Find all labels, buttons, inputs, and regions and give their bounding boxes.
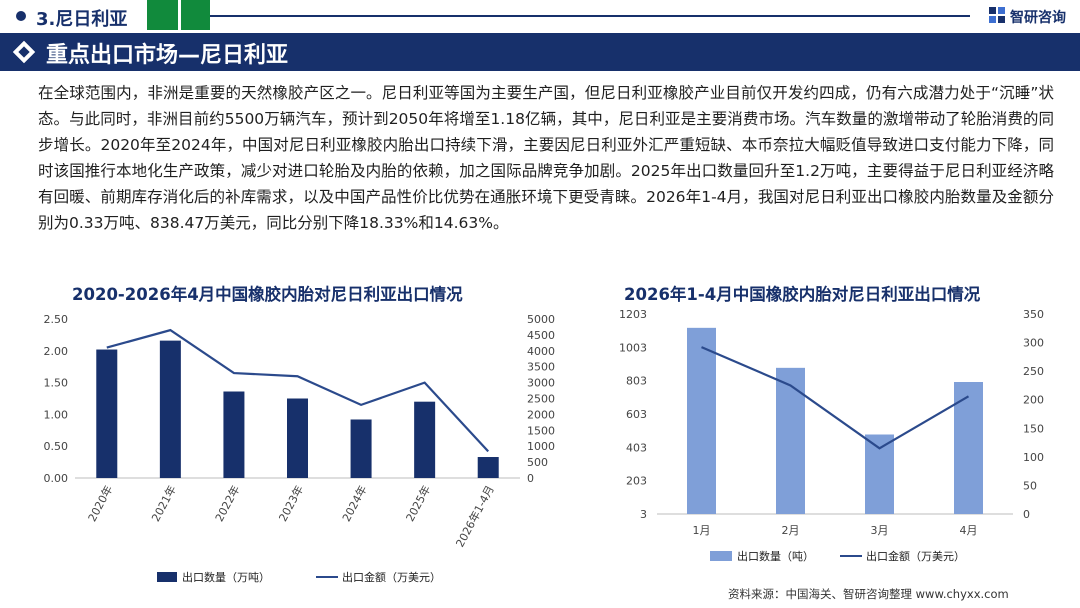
title-banner: 重点出口市场—尼日利亚 — [0, 33, 1080, 71]
chart1-bar — [96, 349, 118, 478]
chart2-x-tick: 2月 — [782, 524, 800, 537]
chart1-line-series — [106, 328, 490, 453]
chart1-x-tick: 2024年 — [339, 483, 370, 524]
chart1-x-tick: 2021年 — [148, 483, 179, 524]
chart2-y-left-tick: 403 — [626, 441, 647, 454]
chart1-y-right-tick: 4500 — [527, 329, 555, 342]
flag-stripe-right — [181, 0, 210, 30]
chart2-y-left-tick: 3 — [640, 508, 647, 521]
chart1-x-tick: 2023年 — [275, 483, 306, 524]
chart1-legend-bar-swatch — [157, 572, 177, 582]
chart2-y-right-tick: 50 — [1023, 479, 1037, 492]
chart2-y-right-tick: 350 — [1023, 308, 1044, 321]
chart1-y-left-tick: 0.50 — [44, 440, 69, 453]
chart1-y-right-tick: 500 — [527, 456, 548, 469]
chart1-legend-bar-label: 出口数量（万吨） — [182, 570, 270, 584]
chart1-title: 2020-2026年4月中国橡胶内胎对尼日利亚出口情况 — [72, 285, 463, 304]
chart2-bar — [954, 382, 983, 514]
chart1-y-right-tick: 4000 — [527, 345, 555, 358]
chart1-y-right-tick: 2000 — [527, 408, 555, 421]
chart2-x-tick: 4月 — [960, 524, 978, 537]
chart2-y-left-tick: 1003 — [619, 341, 647, 354]
chart1-y-right-tick: 1000 — [527, 440, 555, 453]
chart2-y-left-tick: 803 — [626, 375, 647, 388]
chart2-y-right-tick: 0 — [1023, 508, 1030, 521]
chart2-bar — [687, 327, 716, 514]
chart1-bar — [414, 401, 436, 478]
chart2-bar — [776, 367, 805, 514]
flag-stripe-left — [147, 0, 178, 30]
chart2-y-left-tick: 1203 — [619, 308, 647, 321]
chart1-y-left-tick: 0.00 — [44, 472, 69, 485]
chart2-y-left-tick: 603 — [626, 408, 647, 421]
body-paragraph: 在全球范围内，非洲是重要的天然橡胶产区之一。尼日利亚等国为主要生产国，但尼日利亚… — [38, 84, 1054, 232]
logo-text: 智研咨询 — [1010, 10, 1066, 26]
chart1-bar — [223, 391, 245, 478]
chart1-bar — [287, 398, 308, 478]
chart1: 0.00 0.50 1.00 1.50 2.00 2.50 0 500 1000 1500 2000… — [44, 313, 556, 584]
chart1-bar — [159, 340, 181, 478]
chart1-legend-line-label: 出口金额（万美元） — [342, 570, 441, 584]
chart2-y-left-tick: 203 — [626, 475, 647, 488]
chart1-y-left-tick: 2.00 — [44, 345, 69, 358]
chart2-y-right-tick: 250 — [1023, 365, 1044, 378]
chart2-y-right-tick: 100 — [1023, 451, 1044, 464]
chart1-y-left-tick: 1.50 — [44, 377, 69, 390]
chart1-x-tick: 2022年 — [212, 483, 243, 524]
chart2-x-tick: 1月 — [693, 524, 711, 537]
page-title: 重点出口市场—尼日利亚 — [46, 43, 289, 68]
chart1-y-right-tick: 3500 — [527, 361, 555, 374]
chart1-bar — [350, 419, 372, 478]
chart1-y-right-tick: 5000 — [527, 313, 555, 326]
source-note: 资料来源：中国海关、智研咨询整理 www.chyxx.com — [728, 587, 1009, 601]
chart1-x-tick: 2026年1-4月 — [453, 483, 497, 550]
chart1-y-left-tick: 2.50 — [44, 313, 69, 326]
bullet-icon — [16, 11, 26, 21]
chart1-x-tick: 2025年 — [403, 483, 434, 524]
chart1-y-right-tick: 2500 — [527, 393, 555, 406]
logo-icon — [989, 7, 1005, 23]
chart2-y-right-tick: 150 — [1023, 422, 1044, 435]
chart2-legend-bar-label: 出口数量（吨） — [737, 549, 814, 563]
chart2-y-right-tick: 300 — [1023, 337, 1044, 350]
chart2-y-right-tick: 200 — [1023, 394, 1044, 407]
chart1-y-right-tick: 3000 — [527, 377, 555, 390]
diamond-icon — [12, 40, 36, 64]
header-rule — [210, 15, 970, 17]
chart1-y-left-tick: 1.00 — [44, 408, 69, 421]
chart1-bar — [477, 457, 499, 478]
chart2-x-tick: 3月 — [871, 524, 889, 537]
top-bar: 3.尼日利亚 智研咨询 — [0, 0, 1080, 34]
chart1-y-right-tick: 1500 — [527, 424, 555, 437]
section-title: 3.尼日利亚 — [36, 9, 128, 30]
chart1-y-right-tick: 0 — [527, 472, 534, 485]
chart2-legend-line-label: 出口金额（万美元） — [866, 549, 965, 563]
chart2-bar — [865, 434, 894, 514]
chart2-line-series — [701, 346, 970, 450]
chart1-x-tick: 2020年 — [85, 483, 116, 524]
chart2: 3 203 403 603 803 1003 1203 0 50 100 150 200 250 300 3… — [619, 308, 1044, 563]
chart2-title: 2026年1-4月中国橡胶内胎对尼日利亚出口情况 — [624, 285, 981, 304]
chart2-legend-bar-swatch — [710, 551, 732, 561]
